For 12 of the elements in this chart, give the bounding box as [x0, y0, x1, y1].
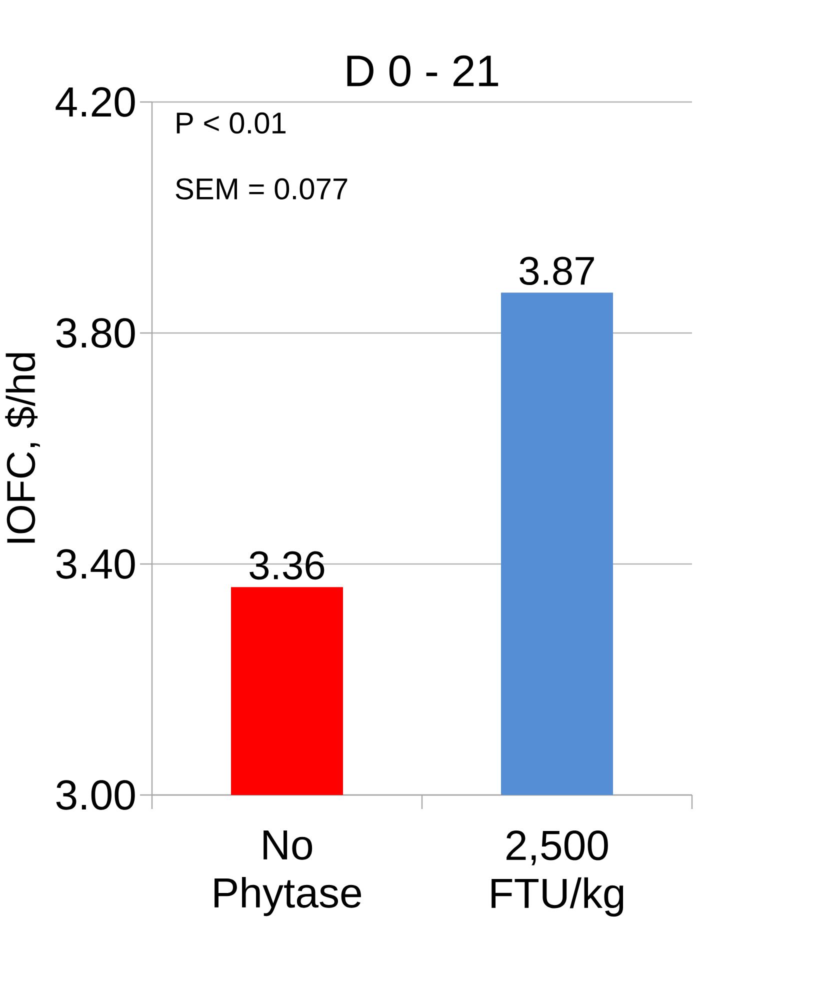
annotation: P < 0.01 [176, 112, 286, 134]
x-tick-label: 2,500 FTU/kg [492, 830, 624, 917]
chart-title: D 0 - 21 [347, 55, 498, 87]
y-tick-label: 3.00 [56, 780, 135, 810]
x-tick-label: No Phytase [214, 830, 362, 916]
annotation: SEM = 0.077 [176, 178, 348, 200]
data-label: 3.87 [520, 256, 594, 286]
y-tick-label: 4.20 [56, 87, 135, 117]
y-tick-label: 3.40 [56, 549, 135, 579]
data-label: 3.36 [250, 551, 324, 580]
y-tick-label: 3.80 [56, 318, 135, 348]
y-axis-title: IOFC, $/hd [5, 353, 40, 543]
